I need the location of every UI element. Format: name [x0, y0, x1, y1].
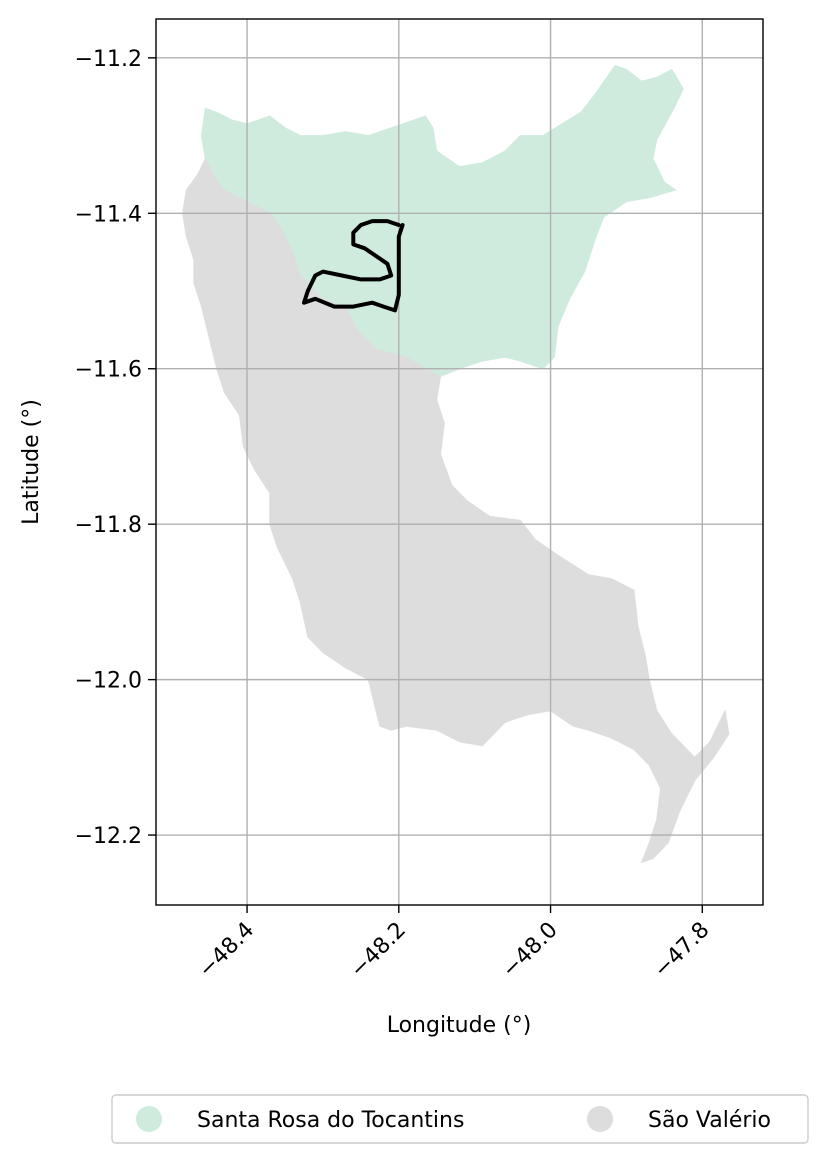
legend: Santa Rosa do Tocantins São Valério [112, 1095, 808, 1143]
x-tick-label-0: −48.4 [194, 918, 259, 983]
y-tick-label-0: −11.2 [75, 47, 142, 72]
legend-label-sao-valerio: São Valério [648, 1108, 771, 1133]
y-tick-label-5: −12.2 [75, 824, 142, 849]
y-tick-label-3: −11.8 [75, 513, 142, 538]
legend-marker-sao-valerio [587, 1106, 613, 1132]
y-tick-label-4: −12.0 [75, 669, 142, 694]
legend-marker-santa-rosa [136, 1106, 162, 1132]
y-tick-label-2: −11.6 [75, 358, 142, 383]
legend-label-santa-rosa: Santa Rosa do Tocantins [197, 1108, 464, 1133]
y-axis-label: Latitude (°) [19, 399, 44, 525]
x-tick-label-2: −48.0 [497, 918, 562, 983]
x-tick-label-1: −48.2 [346, 918, 411, 983]
y-tick-label-1: −11.4 [75, 202, 142, 227]
x-tick-label-3: −47.8 [649, 918, 714, 983]
x-axis-label: Longitude (°) [387, 1013, 532, 1038]
